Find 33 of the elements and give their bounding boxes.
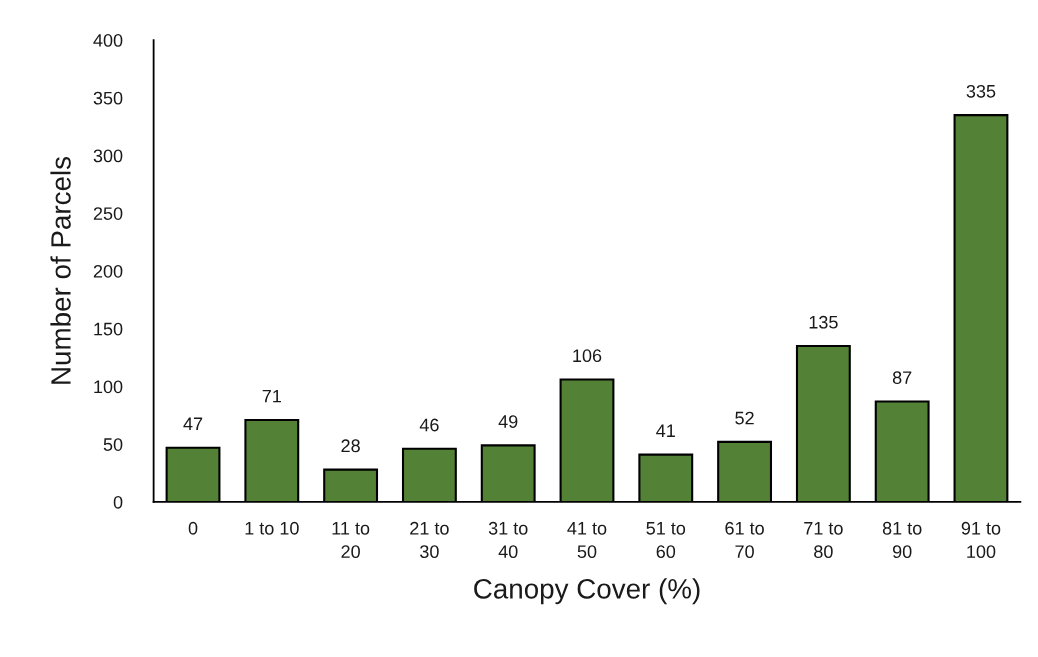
x-tick-label: 91 to 100 [961,521,1001,559]
data-label: 87 [892,371,912,385]
x-tick-label: 81 to 90 [882,521,922,559]
x-tick-label: 71 to 80 [804,522,843,559]
y-tick-label: 200 [93,264,123,278]
y-tick-label: 400 [93,34,123,47]
x-tick-label: 11 to 20 [332,522,370,559]
y-tick-label: 0 [113,495,123,509]
y-tick-label: 50 [103,438,123,451]
x-tick-label: 0 [188,521,198,535]
y-tick-label: 100 [94,380,123,394]
y-tick-label: 250 [93,207,123,220]
data-label: 47 [183,417,203,431]
x-tick-label: 1 to 10 [245,521,299,535]
x-tick-label: 41 to 50 [567,522,607,559]
x-tick-label: 51 to 60 [646,522,686,559]
data-label: 106 [573,349,602,363]
x-tick-label: 21 to 30 [410,521,449,559]
x-tick-label: 31 to 40 [488,521,528,559]
y-axis-title: Number of Parcels [50,157,71,384]
data-label: 49 [498,415,518,428]
x-axis-title: Canopy Cover (%) [474,578,700,605]
data-label: 52 [735,411,754,425]
data-label: 71 [262,389,281,403]
data-label: 135 [809,315,838,329]
data-label: 46 [419,418,439,432]
y-tick-label: 350 [93,91,123,105]
y-tick-label: 300 [93,149,123,163]
data-label: 41 [656,424,675,437]
data-label: 28 [341,439,360,453]
data-label: 335 [966,84,996,98]
x-tick-label: 61 to 70 [725,521,764,559]
y-tick-label: 150 [94,322,123,336]
